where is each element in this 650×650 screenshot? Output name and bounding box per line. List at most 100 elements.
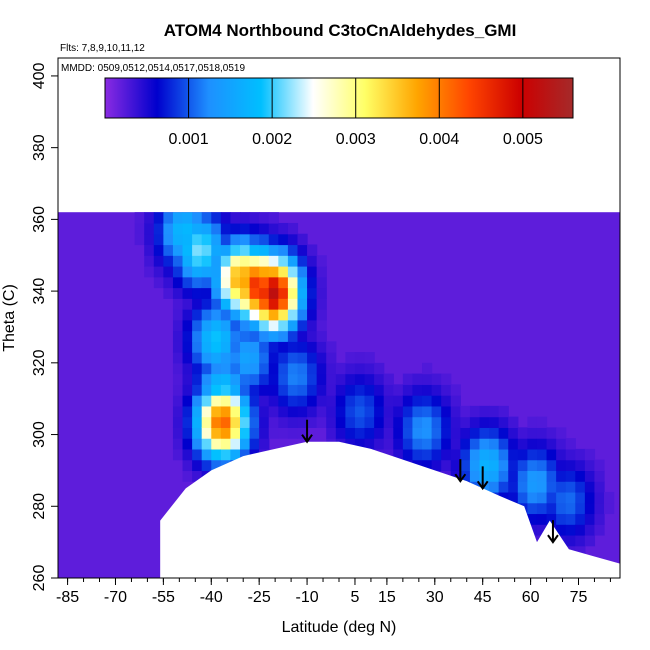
heatmap-cell (201, 405, 212, 418)
heatmap-cell (307, 416, 318, 428)
heatmap-cell (153, 222, 164, 235)
heatmap-cell (240, 341, 251, 353)
arrow-marker (301, 419, 313, 444)
heatmap-cell (307, 373, 318, 385)
heatmap-cell (240, 287, 251, 299)
heatmap-cell (575, 545, 586, 558)
heatmap-cell (172, 373, 184, 385)
heatmap-cell (565, 524, 576, 536)
heatmap-cell (431, 384, 442, 396)
heatmap-cell (441, 395, 452, 407)
heatmap-cell (287, 416, 299, 428)
heatmap-cell (546, 427, 557, 439)
heatmap-cell (249, 362, 260, 375)
heatmap-cell (422, 373, 433, 385)
heatmap-cell (594, 513, 605, 525)
heatmap-cell (584, 502, 596, 515)
heatmap-cell (249, 212, 260, 224)
heatmap-cell (249, 319, 260, 332)
heatmap-cell (182, 287, 193, 299)
heatmap-cell (220, 438, 232, 450)
heatmap-cell (172, 341, 184, 353)
heatmap-cell (192, 255, 203, 267)
heatmap-cell (460, 448, 471, 461)
heatmap-cell (297, 298, 308, 310)
heatmap-cell (192, 309, 203, 321)
heatmap-cell (584, 459, 596, 472)
heatmap-cell (240, 298, 251, 310)
heatmap-cell (326, 405, 337, 418)
heatmap-cell (307, 330, 318, 342)
heatmap-cell (249, 352, 260, 364)
heatmap-cell (565, 470, 576, 482)
heatmap-cell (575, 481, 586, 493)
heatmap-cell (172, 255, 184, 267)
heatmap-cell (354, 438, 366, 450)
heatmap-cell (422, 416, 433, 428)
colorbar-gradient (104, 77, 574, 119)
heatmap-cell (383, 438, 394, 450)
heatmap-cell (441, 373, 452, 385)
heatmap-cell (402, 395, 414, 407)
heatmap-cell (268, 330, 279, 342)
heatmap-cell (422, 459, 433, 472)
heatmap-cell (517, 427, 528, 439)
arrow-marker (476, 466, 489, 491)
heatmap-cell (422, 427, 433, 439)
heatmap-cell (354, 427, 366, 439)
heatmap-cell (249, 416, 260, 428)
heatmap-cell (489, 470, 500, 482)
heatmap-cell (240, 309, 251, 321)
heatmap-cell (402, 416, 414, 428)
heatmap-cell (230, 233, 241, 246)
heatmap-cell (240, 427, 251, 439)
heatmap-cell (412, 405, 423, 418)
heatmap-cell (287, 244, 299, 256)
heatmap-cell (441, 427, 452, 439)
y-tick-label: 280 (31, 493, 48, 520)
heatmap-cell (297, 395, 308, 407)
heatmap-cell (259, 395, 270, 407)
heatmap-cell (546, 459, 557, 472)
heatmap-cell (431, 395, 442, 407)
heatmap-cell (201, 309, 212, 321)
heatmap-cell (220, 319, 232, 332)
heatmap-cell (297, 405, 308, 418)
heatmap-cell (259, 341, 270, 353)
heatmap-cell (575, 524, 586, 536)
x-tick-label: -25 (248, 589, 271, 606)
heatmap-cell (211, 416, 222, 428)
heatmap-cell (278, 341, 289, 353)
heatmap-cell (489, 481, 500, 493)
heatmap-cell (508, 491, 519, 504)
heatmap-cell (268, 244, 279, 256)
heatmap-cell (172, 438, 184, 450)
heatmap-cell (220, 244, 232, 256)
heatmap-cell (335, 373, 346, 385)
heatmap-cell (259, 373, 270, 385)
heatmap-cell (316, 309, 327, 321)
heatmap-cell (469, 470, 481, 482)
heatmap-cell (134, 233, 145, 246)
heatmap-cell (556, 481, 567, 493)
heatmap-cell (201, 266, 212, 278)
heatmap-cell (297, 319, 308, 332)
heatmap-cell (268, 233, 279, 246)
heatmap-cell (527, 459, 538, 472)
dates-annotation: MMDD: 0509,0512,0514,0517,0518,0519 (61, 63, 245, 74)
heatmap-cell (517, 481, 528, 493)
heatmap-cell (316, 373, 327, 385)
heatmap-cell (278, 287, 289, 299)
heatmap-cell (172, 244, 184, 256)
heatmap-cell (182, 427, 193, 439)
heatmap-cell (240, 222, 251, 235)
heatmap-cell (182, 309, 193, 321)
heatmap-cell (422, 384, 433, 396)
heatmap-cell (172, 395, 184, 407)
heatmap-cell (316, 319, 327, 332)
heatmap-cell (182, 459, 193, 472)
colorbar: 0.001 0.002 0.003 0.004 0.005 (104, 77, 574, 148)
heatmap-cell (211, 319, 222, 332)
heatmap-cell (240, 319, 251, 332)
heatmap-cell (220, 330, 232, 342)
